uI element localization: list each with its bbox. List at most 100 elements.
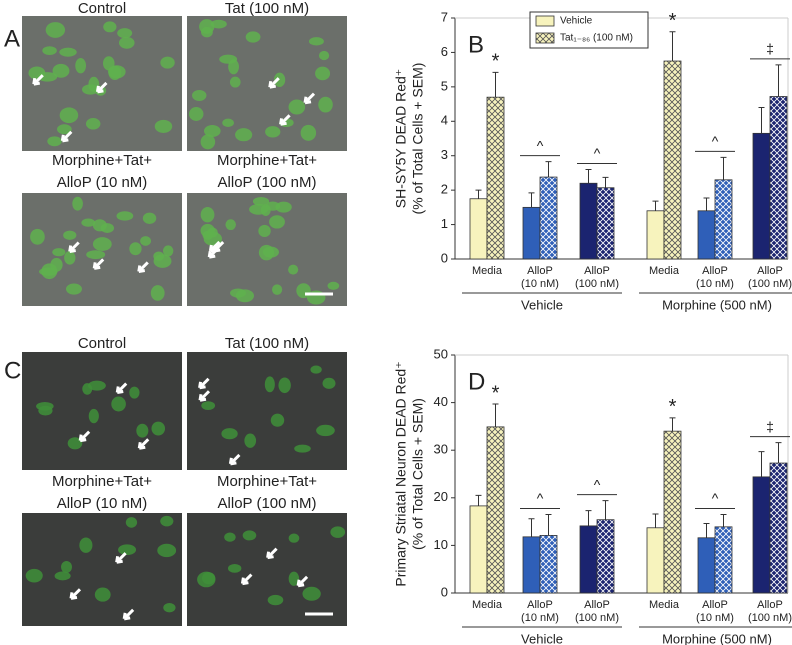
y-tick-label: 5 [441, 78, 448, 93]
cell [65, 283, 82, 295]
cell [153, 254, 172, 268]
cell [72, 196, 83, 211]
error-bar [545, 513, 552, 536]
cell [224, 532, 236, 542]
cell [75, 57, 87, 74]
cell [270, 413, 285, 427]
arrow [137, 261, 149, 273]
group-label: Vehicle [521, 297, 563, 312]
arrow [137, 438, 150, 450]
cell [103, 21, 117, 33]
cell [330, 526, 346, 538]
significance: ^ [594, 476, 601, 492]
bar [714, 179, 733, 260]
group-label: Morphine (500 nM) [662, 297, 772, 312]
cell [82, 84, 99, 95]
error-bar [775, 442, 782, 464]
image-label: Control [78, 0, 126, 17]
y-axis-label: SH-SY5Y DEAD Red⁺ [393, 69, 409, 208]
arrow [68, 241, 80, 253]
cell [125, 517, 138, 528]
y-axis-label: Primary Striatal Neuron DEAD Red⁺ [393, 361, 409, 586]
bar [714, 526, 733, 594]
bar [769, 96, 788, 260]
cell [157, 543, 177, 558]
image-label: AlloP (100 nM) [218, 174, 317, 191]
cell [200, 134, 216, 150]
legend-swatch [535, 15, 555, 27]
error-bar [703, 197, 710, 211]
panel-letter: D [468, 368, 485, 395]
cell [45, 22, 66, 38]
cell [111, 396, 126, 412]
cell [200, 207, 215, 223]
significance: ^ [537, 490, 544, 506]
y-tick-label: 1 [441, 216, 448, 231]
bar [486, 426, 505, 594]
arrow [240, 573, 253, 586]
cell [258, 224, 271, 238]
error-bar [758, 107, 765, 134]
arrow [92, 258, 105, 270]
cell [82, 383, 93, 395]
y-axis-label: (% of Total Cells + SEM) [410, 398, 426, 550]
cell [163, 602, 176, 613]
cell [222, 118, 234, 127]
error-bar [475, 189, 482, 199]
error-bar [545, 161, 552, 178]
significance: ^ [594, 145, 601, 161]
cell [150, 285, 165, 301]
cell [67, 437, 83, 450]
arrow [95, 81, 108, 94]
cell [269, 215, 285, 229]
cell [162, 245, 174, 257]
cell [117, 28, 133, 39]
y-tick-label: 3 [441, 147, 448, 162]
micrograph [187, 352, 347, 470]
error-bar [585, 510, 592, 526]
bar [697, 210, 716, 260]
legend-swatch [535, 32, 555, 44]
cell [42, 46, 57, 56]
micrograph [22, 513, 182, 626]
cell [41, 263, 58, 280]
cell [315, 66, 331, 81]
significance: * [492, 382, 500, 404]
cell [267, 594, 284, 606]
cell [201, 401, 216, 410]
cell [225, 219, 236, 231]
arrow [69, 588, 82, 600]
cell [36, 401, 54, 411]
cell [264, 376, 275, 393]
cell [52, 63, 70, 78]
cell [235, 128, 253, 142]
bar [579, 525, 598, 594]
cell [316, 424, 335, 437]
image-label: Morphine+Tat+ [217, 473, 317, 490]
y-tick-label: 20 [434, 489, 448, 504]
error-bar [602, 176, 609, 188]
cell [318, 96, 333, 113]
cell [221, 428, 238, 440]
cell [116, 211, 134, 221]
arrow [32, 74, 44, 86]
y-tick-label: 30 [434, 442, 448, 457]
error-bar [528, 192, 535, 208]
y-tick-label: 7 [441, 9, 448, 24]
cell [272, 284, 283, 295]
cell [288, 264, 299, 275]
significance: ^ [537, 137, 544, 153]
arrow [78, 430, 91, 443]
y-tick-label: 6 [441, 44, 448, 59]
bar [646, 210, 665, 260]
x-tick-label: AlloP [757, 599, 783, 611]
x-tick-label: AlloP [527, 265, 553, 277]
x-tick-label: (100 nM) [575, 612, 619, 624]
cell [151, 421, 166, 436]
bar [522, 206, 541, 260]
cell [229, 76, 241, 88]
x-tick-label: (10 nM) [521, 612, 559, 624]
y-axis-label: (% of Total Cells + SEM) [410, 63, 426, 215]
bar [522, 536, 541, 594]
cell [322, 377, 336, 389]
